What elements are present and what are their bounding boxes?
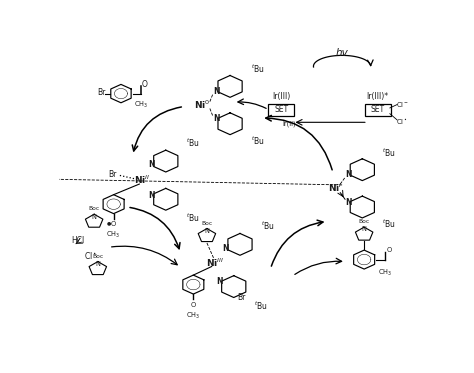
FancyBboxPatch shape [267,104,293,116]
Text: Cl$^-$: Cl$^-$ [396,100,409,109]
Text: Ni$^{III}$: Ni$^{III}$ [206,256,224,269]
Text: O: O [387,247,392,253]
Text: N: N [213,115,220,123]
Text: N: N [362,226,366,232]
Text: $^t$Bu: $^t$Bu [382,146,396,159]
Text: $\bullet$: $\bullet$ [104,216,112,229]
Text: Ni$^0$: Ni$^0$ [194,98,210,111]
Text: $^t$Bu: $^t$Bu [261,220,275,232]
Text: Br: Br [97,88,105,97]
Text: Ni$^{II}$: Ni$^{II}$ [134,173,150,186]
Text: N: N [222,244,228,253]
Text: SET: SET [274,105,289,114]
Text: Ir(II): Ir(II) [282,120,296,127]
Text: Br: Br [237,293,245,302]
Text: CH$_3$: CH$_3$ [186,311,201,322]
Text: CH$_3$: CH$_3$ [134,99,148,110]
Text: $^t$Bu: $^t$Bu [254,300,267,312]
Text: Boc: Boc [358,219,370,225]
Text: Ni$^I$: Ni$^I$ [328,182,342,194]
Text: $^t$Bu: $^t$Bu [186,211,200,224]
Text: CH$_3$: CH$_3$ [107,230,121,240]
Text: $^t$Bu: $^t$Bu [251,135,264,147]
Text: $^t$Bu: $^t$Bu [382,218,396,231]
Text: O: O [142,80,148,89]
Text: O: O [191,302,196,308]
Text: N: N [148,160,155,169]
Text: N: N [95,261,100,267]
Text: hv: hv [336,48,348,59]
Text: Ir(III)*: Ir(III)* [366,92,388,101]
Text: N: N [204,228,210,235]
Text: Boc: Boc [92,254,103,259]
Text: O: O [111,222,116,228]
Text: Br: Br [109,169,117,179]
Text: $^t$Bu: $^t$Bu [186,137,200,149]
Text: N: N [346,198,352,207]
Text: Boc: Boc [201,221,212,226]
Text: N: N [148,191,155,200]
Text: N: N [213,87,220,96]
Text: Cl$^\bullet$: Cl$^\bullet$ [396,117,408,127]
Text: $^t$Bu: $^t$Bu [251,63,264,75]
Text: N: N [346,170,352,179]
Text: HCl: HCl [71,236,84,245]
Text: SET: SET [371,105,385,114]
Text: Cl$^\bullet$: Cl$^\bullet$ [84,250,97,261]
Text: CH$_3$: CH$_3$ [378,268,392,278]
Text: N: N [91,213,97,220]
Text: Boc: Boc [89,206,100,211]
Text: Ir(III): Ir(III) [273,92,291,101]
Text: N: N [216,278,222,286]
FancyBboxPatch shape [365,104,391,116]
